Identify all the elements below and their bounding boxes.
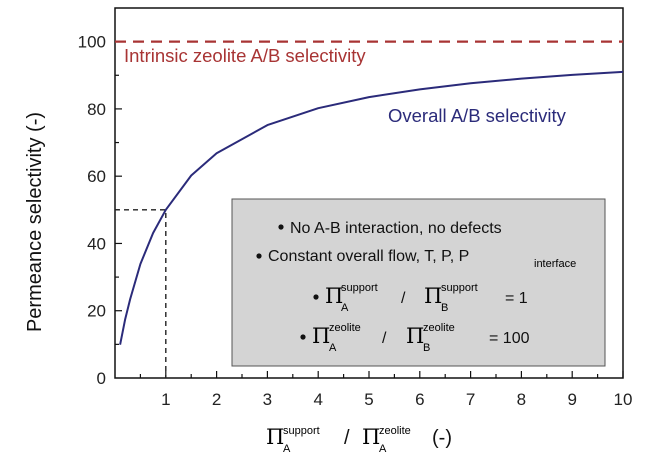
y-tick-label: 100 [78,33,106,52]
x-title-sup-a: support [283,425,320,437]
y-axis: 0 20 40 60 80 100 [78,33,122,388]
series-label-intrinsic: Intrinsic zeolite A/B selectivity [124,45,366,66]
note4-sub-b: B [423,342,430,354]
x-tick-label: 7 [466,390,475,409]
x-title-pi-a: Π [266,425,284,449]
bullet-2 [256,253,262,259]
x-title-unit: (-) [432,427,452,449]
note3-value: = 1 [505,290,528,307]
note4-sup-a: zeolite [329,322,361,334]
x-title-sub-b: A [379,443,387,455]
note4-slash: / [382,330,387,347]
x-axis: 1 2 3 4 5 6 7 8 9 10 [139,371,633,409]
note-no-interaction: No A-B interaction, no defects [290,220,502,237]
bullet-4 [300,334,306,340]
y-tick-label: 60 [87,167,106,186]
x-tick-label: 1 [161,390,170,409]
series-layer [115,40,624,378]
x-tick-label: 3 [263,390,272,409]
x-tick-label: 2 [212,390,221,409]
series-label-overall: Overall A/B selectivity [388,105,567,126]
y-tick-label: 20 [87,302,106,321]
x-tick-label: 6 [415,390,424,409]
x-tick-label: 10 [614,390,633,409]
bullet-1 [278,224,284,230]
x-tick-label: 9 [567,390,576,409]
x-tick-label: 5 [364,390,373,409]
note3-pi-a: Π [325,284,343,308]
y-axis-title: Permeance selectivity (-) [24,112,46,332]
x-title-sup-b: zeolite [379,425,411,437]
note3-pi-b: Π [424,284,442,308]
annotation-box-background [231,198,606,367]
note4-value: = 100 [489,330,530,347]
x-axis-title: Π support A / Π zeolite A (-) [266,425,452,455]
x-title-slash: / [344,427,350,449]
note4-pi-b: Π [406,324,424,348]
y-tick-label: 80 [87,100,106,119]
bullet-3 [313,294,319,300]
x-tick-label: 4 [313,390,322,409]
note3-sub-b: B [441,302,448,314]
y-tick-label: 40 [87,234,106,253]
note4-pi-a: Π [312,324,330,348]
note4-sub-a: A [329,342,337,354]
note3-slash: / [401,290,406,307]
note3-sup-a: support [341,282,378,294]
note4-sup-b: zeolite [423,322,455,334]
reference-dashed-lines [115,209,167,378]
note-interface-sub: interface [534,258,576,270]
y-tick-label: 0 [97,369,106,388]
x-title-sub-a: A [283,443,291,455]
x-tick-label: 8 [517,390,526,409]
note3-sub-a: A [341,302,349,314]
note3-sup-b: support [441,282,478,294]
series-overall-line [119,70,624,345]
x-title-pi-b: Π [362,425,380,449]
annotation-box: No A-B interaction, no defects Constant … [231,198,606,367]
note-constant-flow: Constant overall flow, T, P, P [268,248,469,265]
